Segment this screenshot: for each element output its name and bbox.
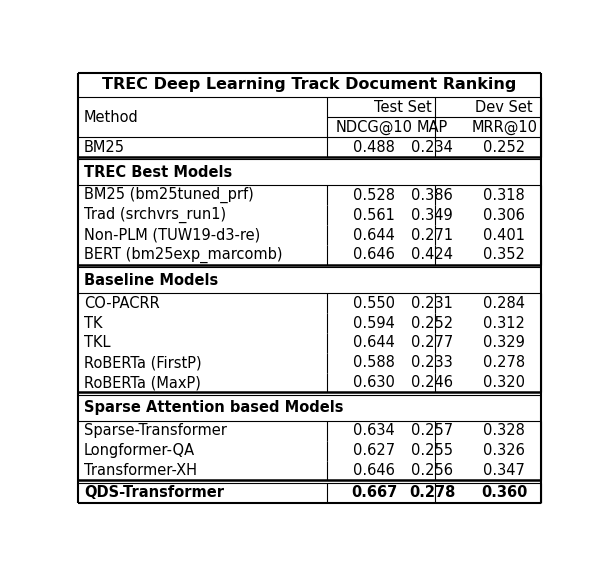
Text: 0.634: 0.634 — [353, 423, 395, 438]
Text: 0.256: 0.256 — [411, 463, 453, 478]
Text: 0.347: 0.347 — [483, 463, 525, 478]
Text: Longformer-QA: Longformer-QA — [84, 443, 195, 458]
Text: BERT (bm25exp_marcomb): BERT (bm25exp_marcomb) — [84, 247, 283, 263]
Text: 0.234: 0.234 — [411, 139, 453, 155]
Text: 0.252: 0.252 — [411, 315, 453, 331]
Text: 0.318: 0.318 — [483, 188, 525, 203]
Text: Baseline Models: Baseline Models — [84, 272, 218, 288]
Text: 0.644: 0.644 — [353, 227, 395, 243]
Text: 0.231: 0.231 — [411, 296, 453, 311]
Text: 0.233: 0.233 — [411, 355, 453, 370]
Text: 0.352: 0.352 — [483, 247, 525, 263]
Text: RoBERTa (FirstP): RoBERTa (FirstP) — [84, 355, 202, 370]
Text: 0.630: 0.630 — [353, 375, 395, 390]
Text: 0.594: 0.594 — [353, 315, 395, 331]
Text: 0.320: 0.320 — [483, 375, 525, 390]
Text: Non-PLM (TUW19-d3-re): Non-PLM (TUW19-d3-re) — [84, 227, 260, 243]
Text: MAP: MAP — [417, 120, 448, 135]
Text: TREC Deep Learning Track Document Ranking: TREC Deep Learning Track Document Rankin… — [102, 77, 517, 93]
Text: 0.312: 0.312 — [483, 315, 525, 331]
Text: 0.326: 0.326 — [483, 443, 525, 458]
Text: NDCG@10: NDCG@10 — [336, 120, 413, 135]
Text: 0.329: 0.329 — [483, 335, 525, 350]
Text: Trad (srchvrs_run1): Trad (srchvrs_run1) — [84, 207, 226, 223]
Text: BM25: BM25 — [84, 139, 125, 155]
Text: 0.349: 0.349 — [411, 207, 453, 223]
Text: 0.424: 0.424 — [411, 247, 453, 263]
Text: Sparse Attention based Models: Sparse Attention based Models — [84, 400, 344, 415]
Text: 0.246: 0.246 — [411, 375, 453, 390]
Text: Method: Method — [84, 110, 139, 125]
Text: 0.386: 0.386 — [411, 188, 453, 203]
Text: RoBERTa (MaxP): RoBERTa (MaxP) — [84, 375, 201, 390]
Text: Dev Set: Dev Set — [475, 100, 533, 115]
Text: 0.488: 0.488 — [353, 139, 395, 155]
Text: TK: TK — [84, 315, 103, 331]
Text: 0.257: 0.257 — [411, 423, 453, 438]
Text: 0.252: 0.252 — [483, 139, 525, 155]
Text: 0.588: 0.588 — [353, 355, 395, 370]
Text: 0.627: 0.627 — [353, 443, 395, 458]
Text: 0.278: 0.278 — [409, 485, 455, 500]
Text: Transformer-XH: Transformer-XH — [84, 463, 197, 478]
Text: TKL: TKL — [84, 335, 111, 350]
Text: Sparse-Transformer: Sparse-Transformer — [84, 423, 226, 438]
Text: Test Set: Test Set — [374, 100, 432, 115]
Text: 0.271: 0.271 — [411, 227, 453, 243]
Text: 0.277: 0.277 — [411, 335, 454, 350]
Text: 0.284: 0.284 — [483, 296, 525, 311]
Text: CO-PACRR: CO-PACRR — [84, 296, 159, 311]
Text: 0.667: 0.667 — [351, 485, 397, 500]
Text: 0.360: 0.360 — [481, 485, 527, 500]
Text: 0.401: 0.401 — [483, 227, 525, 243]
Text: 0.255: 0.255 — [411, 443, 453, 458]
Text: 0.644: 0.644 — [353, 335, 395, 350]
Text: 0.646: 0.646 — [353, 463, 395, 478]
Text: MRR@10: MRR@10 — [471, 120, 538, 135]
Text: QDS-Transformer: QDS-Transformer — [84, 485, 224, 500]
Text: 0.328: 0.328 — [483, 423, 525, 438]
Text: BM25 (bm25tuned_prf): BM25 (bm25tuned_prf) — [84, 187, 254, 203]
Text: 0.561: 0.561 — [353, 207, 395, 223]
Text: TREC Best Models: TREC Best Models — [84, 165, 232, 180]
Text: 0.646: 0.646 — [353, 247, 395, 263]
Text: 0.278: 0.278 — [483, 355, 525, 370]
Text: 0.306: 0.306 — [483, 207, 525, 223]
Text: 0.550: 0.550 — [353, 296, 395, 311]
Text: 0.528: 0.528 — [353, 188, 395, 203]
